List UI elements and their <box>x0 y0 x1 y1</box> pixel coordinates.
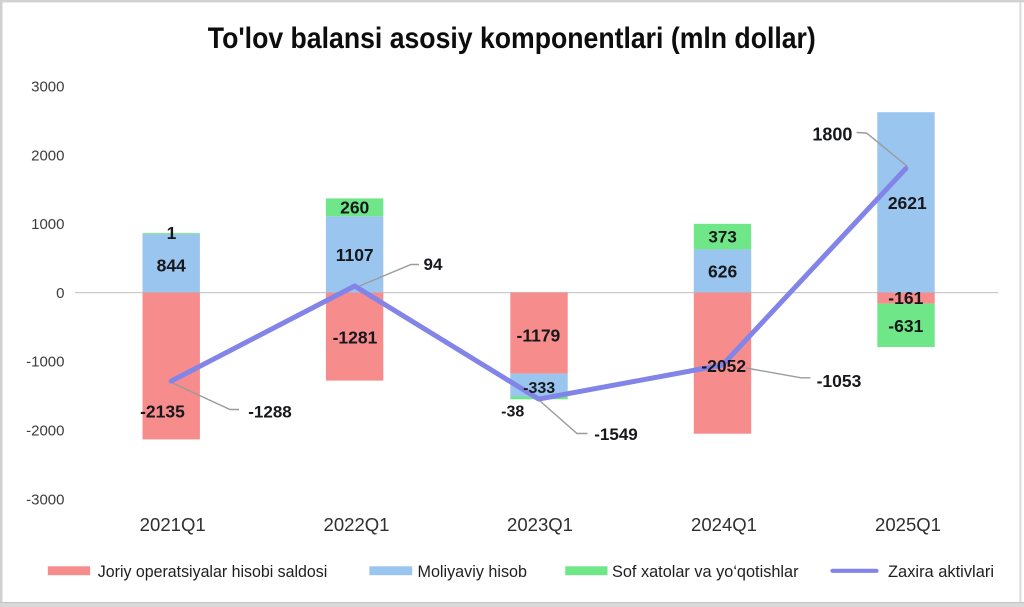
svg-text:-1000: -1000 <box>26 354 64 371</box>
svg-text:1107: 1107 <box>336 245 374 265</box>
svg-text:2621: 2621 <box>888 193 927 213</box>
svg-text:260: 260 <box>340 197 369 217</box>
svg-text:Zaxira aktivlari: Zaxira aktivlari <box>888 562 994 581</box>
svg-text:Sof xatolar va yo‘qotishlar: Sof xatolar va yo‘qotishlar <box>612 562 799 581</box>
svg-text:0: 0 <box>56 285 64 302</box>
svg-text:1: 1 <box>167 223 177 243</box>
svg-text:-2135: -2135 <box>140 401 185 421</box>
svg-text:94: 94 <box>424 255 443 274</box>
svg-text:-1053: -1053 <box>817 371 862 391</box>
svg-text:2022Q1: 2022Q1 <box>324 515 390 535</box>
svg-text:3000: 3000 <box>31 79 64 96</box>
svg-text:-161: -161 <box>888 288 923 308</box>
svg-text:373: 373 <box>708 228 736 247</box>
svg-text:Joriy operatsiyalar hisobi sal: Joriy operatsiyalar hisobi saldosi <box>98 562 327 581</box>
svg-text:-1288: -1288 <box>248 402 291 421</box>
svg-text:2000: 2000 <box>31 147 64 164</box>
svg-text:-631: -631 <box>888 316 923 336</box>
svg-text:To'lov balansi asosiy komponen: To'lov balansi asosiy komponentlari (mln… <box>208 22 816 55</box>
svg-text:2025Q1: 2025Q1 <box>875 515 941 535</box>
svg-text:-2052: -2052 <box>701 356 746 376</box>
svg-text:-1179: -1179 <box>517 325 561 345</box>
svg-text:2021Q1: 2021Q1 <box>140 515 206 535</box>
svg-text:1000: 1000 <box>31 216 64 233</box>
svg-text:-2000: -2000 <box>26 423 64 440</box>
svg-text:844: 844 <box>157 255 186 275</box>
svg-text:-1549: -1549 <box>594 425 637 444</box>
svg-text:1800: 1800 <box>812 124 852 144</box>
svg-text:-38: -38 <box>501 404 524 421</box>
svg-text:-333: -333 <box>523 380 555 397</box>
svg-text:-3000: -3000 <box>26 491 64 508</box>
svg-text:2024Q1: 2024Q1 <box>691 515 757 535</box>
svg-text:2023Q1: 2023Q1 <box>507 515 573 535</box>
svg-text:626: 626 <box>708 261 737 281</box>
svg-text:-1281: -1281 <box>333 327 378 347</box>
svg-text:Moliyaviy hisob: Moliyaviy hisob <box>418 562 528 581</box>
